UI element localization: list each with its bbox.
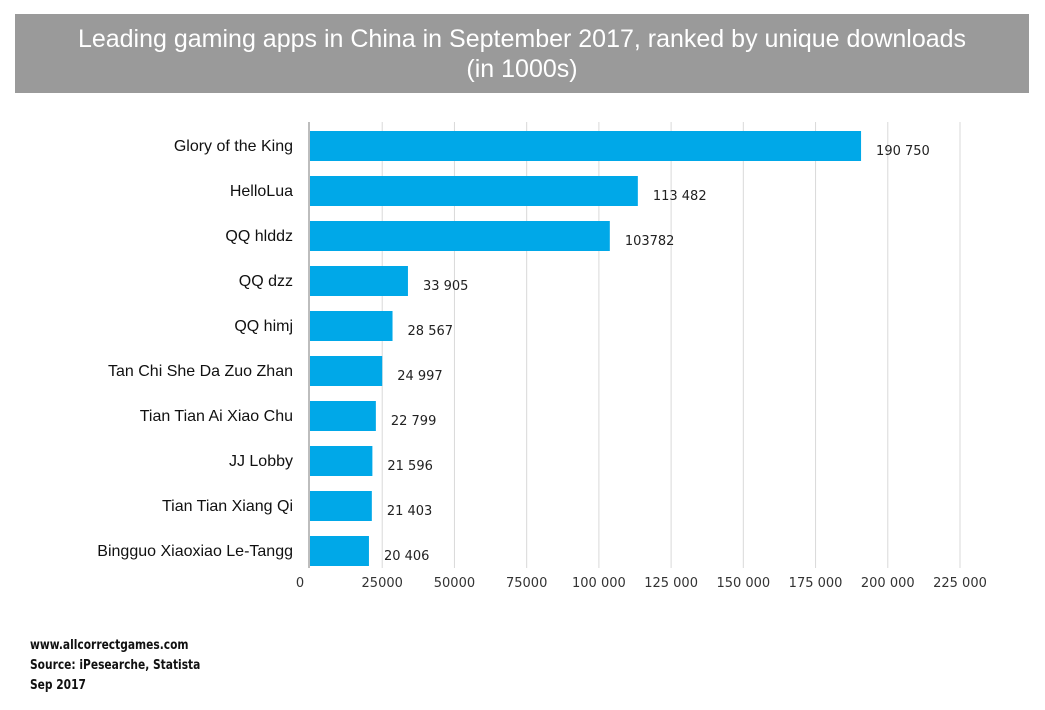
bar xyxy=(310,446,373,476)
category-label: HelloLua xyxy=(230,183,293,200)
data-label: 33 905 xyxy=(423,279,469,294)
data-label: 28 567 xyxy=(408,324,454,339)
category-label: Glory of the King xyxy=(174,138,293,155)
bar xyxy=(310,536,369,566)
bar xyxy=(310,491,372,521)
category-label: Tan Chi She Da Zuo Zhan xyxy=(108,363,293,380)
bar xyxy=(310,131,862,161)
x-tick-label: 75000 xyxy=(506,576,547,591)
bar xyxy=(310,221,610,251)
x-tick-label: 225 000 xyxy=(933,576,987,591)
x-tick-label: 175 000 xyxy=(789,576,843,591)
category-label: QQ himj xyxy=(234,318,293,335)
bar xyxy=(310,176,638,206)
category-label: JJ Lobby xyxy=(229,453,293,470)
x-tick-label: 200 000 xyxy=(861,576,915,591)
bar xyxy=(310,401,376,431)
x-tick-label: 150 000 xyxy=(716,576,770,591)
category-label: QQ dzz xyxy=(239,273,293,290)
category-label: Tian Tian Xiang Qi xyxy=(162,498,293,515)
footer-site: www.allcorrectgames.com xyxy=(30,638,189,653)
data-label: 20 406 xyxy=(384,549,430,564)
chart-title: Leading gaming apps in China in Septembe… xyxy=(77,24,967,83)
data-label: 22 799 xyxy=(391,414,437,429)
footer: www.allcorrectgames.com Source: iPesearc… xyxy=(30,636,200,696)
x-tick-label: 0 xyxy=(296,576,304,591)
data-label: 113 482 xyxy=(653,189,707,204)
data-label: 21 596 xyxy=(387,459,433,474)
bar xyxy=(310,266,408,296)
title-bar: Leading gaming apps in China in Septembe… xyxy=(15,14,1029,93)
bar xyxy=(310,356,383,386)
x-tick-label: 50000 xyxy=(434,576,475,591)
data-label: 24 997 xyxy=(397,369,443,384)
data-label: 21 403 xyxy=(387,504,433,519)
x-tick-label: 25000 xyxy=(362,576,403,591)
category-label: QQ hlddz xyxy=(225,228,293,245)
footer-source: Source: iPesearche, Statista xyxy=(30,658,201,673)
category-label: Tian Tian Ai Xiao Chu xyxy=(140,408,293,425)
footer-date: Sep 2017 xyxy=(30,678,86,693)
bar xyxy=(310,311,393,341)
x-tick-label: 100 000 xyxy=(572,576,626,591)
data-label: 103782 xyxy=(625,234,675,249)
x-tick-label: 125 000 xyxy=(644,576,698,591)
data-label: 190 750 xyxy=(876,144,930,159)
category-label: Bingguo Xiaoxiao Le-Tangg xyxy=(97,543,293,560)
